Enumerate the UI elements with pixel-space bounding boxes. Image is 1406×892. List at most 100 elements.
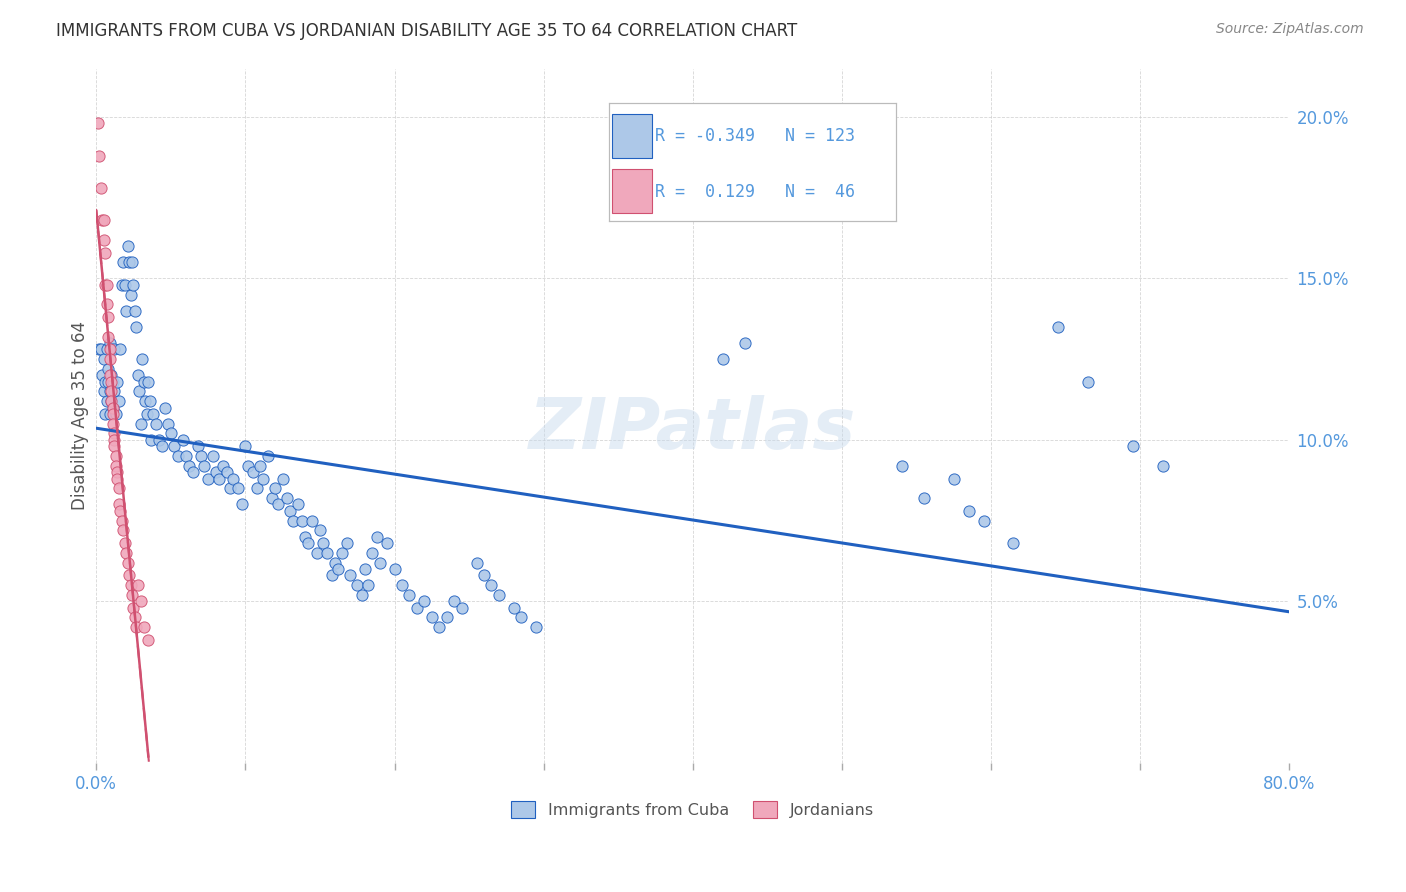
Point [101, 417, 124, 431]
Point [153, 401, 176, 415]
Point [465, 556, 488, 570]
Point [301, 514, 323, 528]
Point [110, 514, 132, 528]
Point [356, 578, 378, 592]
Point [350, 588, 373, 602]
Point [117, 556, 139, 570]
Point [100, 368, 122, 383]
Point [125, 620, 148, 634]
Point [172, 433, 194, 447]
Point [107, 498, 129, 512]
Point [97, 361, 120, 376]
Point [127, 368, 149, 383]
Point [177, 458, 200, 473]
Point [276, 491, 298, 505]
Point [103, 343, 125, 357]
Point [174, 449, 197, 463]
Text: Source: ZipAtlas.com: Source: ZipAtlas.com [1216, 22, 1364, 37]
Point [98, 336, 121, 351]
Point [287, 498, 309, 512]
Point [122, 600, 145, 615]
Point [114, 536, 136, 550]
Point [366, 530, 388, 544]
Point [101, 401, 124, 415]
Point [242, 465, 264, 479]
Point [450, 600, 472, 615]
Point [297, 536, 319, 550]
Point [121, 588, 143, 602]
Point [187, 439, 209, 453]
Point [98, 343, 121, 357]
Point [291, 514, 314, 528]
Point [148, 433, 170, 447]
Point [1152, 458, 1174, 473]
Point [391, 578, 413, 592]
Point [104, 449, 127, 463]
Point [207, 472, 229, 486]
Point [100, 375, 122, 389]
Point [197, 472, 219, 486]
Point [219, 481, 242, 495]
Point [120, 578, 142, 592]
Text: IMMIGRANTS FROM CUBA VS JORDANIAN DISABILITY AGE 35 TO 64 CORRELATION CHART: IMMIGRANTS FROM CUBA VS JORDANIAN DISABI… [56, 22, 797, 40]
Point [181, 465, 204, 479]
Point [101, 401, 124, 415]
Point [117, 239, 139, 253]
Point [339, 568, 361, 582]
Point [103, 426, 125, 441]
Point [98, 368, 121, 383]
Point [94, 277, 117, 292]
Point [159, 426, 181, 441]
Point [96, 277, 118, 292]
Point [90, 343, 112, 357]
Point [443, 594, 465, 608]
Point [96, 297, 118, 311]
Point [93, 384, 115, 399]
Point [105, 465, 128, 479]
Point [112, 255, 135, 269]
Point [481, 578, 503, 592]
Point [96, 394, 118, 409]
Point [93, 352, 115, 367]
Point [316, 546, 339, 560]
Point [323, 556, 346, 570]
Point [734, 336, 756, 351]
Point [375, 536, 398, 550]
Point [115, 303, 138, 318]
Point [156, 417, 179, 431]
Point [98, 407, 121, 421]
Point [321, 568, 343, 582]
Point [361, 546, 384, 560]
Point [118, 568, 141, 582]
Point [890, 458, 912, 473]
Point [413, 594, 436, 608]
Point [217, 465, 239, 479]
Point [1047, 319, 1070, 334]
Point [309, 523, 332, 537]
Point [141, 433, 163, 447]
Point [124, 303, 146, 318]
Point [96, 343, 118, 357]
Point [129, 594, 152, 608]
Point [93, 213, 115, 227]
Point [281, 514, 304, 528]
Point [91, 213, 114, 227]
Point [97, 310, 120, 325]
Point [128, 384, 150, 399]
Point [957, 504, 980, 518]
Point [238, 458, 260, 473]
Point [235, 439, 257, 453]
Point [89, 343, 111, 357]
Point [1122, 439, 1144, 453]
Point [226, 481, 249, 495]
Point [145, 417, 167, 431]
Point [107, 481, 129, 495]
Point [267, 498, 290, 512]
Point [326, 562, 349, 576]
Point [104, 407, 127, 421]
Point [97, 375, 120, 389]
Point [124, 610, 146, 624]
Y-axis label: Disability Age 35 to 64: Disability Age 35 to 64 [72, 321, 89, 510]
Point [89, 149, 111, 163]
Point [98, 352, 121, 367]
